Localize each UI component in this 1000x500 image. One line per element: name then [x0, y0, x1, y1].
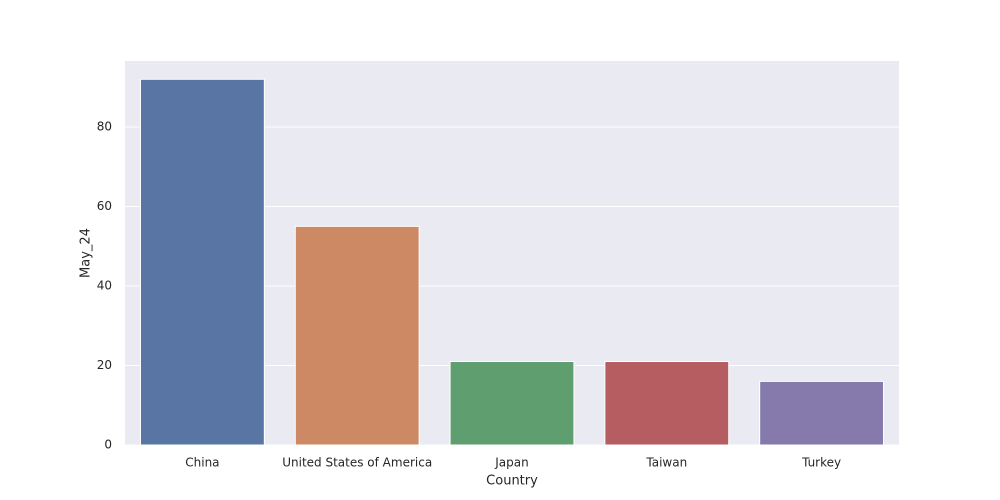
- x-tick-label: Japan: [494, 456, 528, 470]
- bar: [294, 225, 420, 446]
- bar: [449, 361, 575, 446]
- x-tick-label: United States of America: [282, 456, 432, 470]
- x-tick-label: Taiwan: [645, 456, 687, 470]
- y-axis-label: May_24: [79, 228, 94, 278]
- y-tick-label: 20: [97, 358, 112, 372]
- bar: [139, 78, 265, 446]
- x-tick-label: China: [185, 456, 219, 470]
- x-tick-label: Turkey: [801, 456, 841, 470]
- y-tick-label: 80: [97, 119, 112, 133]
- bar: [759, 380, 885, 446]
- y-tick-label: 40: [97, 278, 112, 292]
- y-tick-label: 0: [104, 438, 112, 452]
- x-axis-label: Country: [486, 474, 538, 489]
- bar: [604, 361, 730, 446]
- y-tick-label: 60: [97, 199, 112, 213]
